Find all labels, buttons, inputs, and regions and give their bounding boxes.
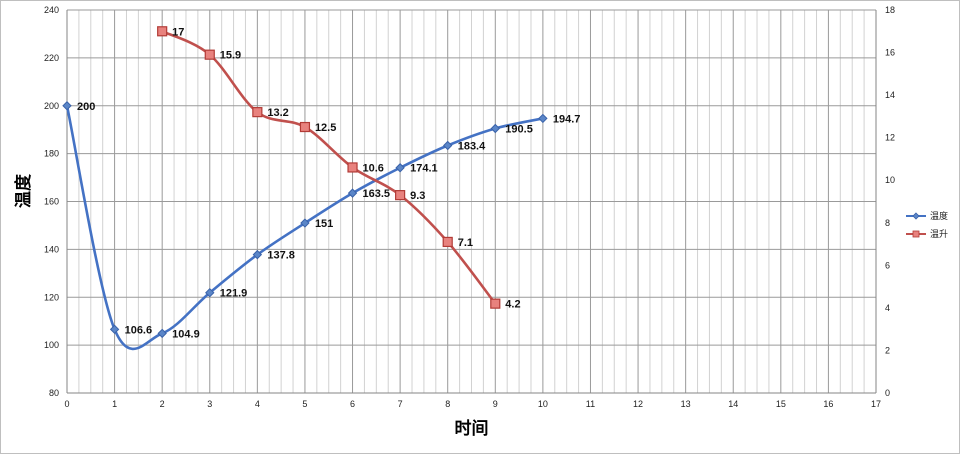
legend-label: 温升 [930,229,948,240]
data-point-marker [538,113,548,124]
x-tick-label: 1 [112,399,117,409]
data-label: 15.9 [220,50,241,62]
data-point-marker [204,49,215,60]
x-tick-label: 9 [493,399,498,409]
data-point-marker [347,162,358,173]
data-label: 104.9 [172,328,200,340]
y-tick-label: 120 [44,292,59,302]
x-tick-label: 10 [538,399,548,409]
data-label: 174.1 [410,163,438,175]
legend-marker [912,230,920,238]
y2-tick-label: 6 [885,260,890,270]
data-point-marker [490,298,501,309]
data-label: 17 [172,26,184,38]
data-point-marker [252,249,263,260]
data-point-marker [157,328,167,339]
data-labels: 200 106.6 104.9 121.9 137.8 151 163.5 174.1 183.… [77,26,580,340]
x-tick-label: 12 [633,399,643,409]
data-label: 106.6 [125,324,153,336]
axes [66,10,877,394]
x-tick-label: 8 [445,399,450,409]
data-point-marker [300,218,310,228]
data-label: 194.7 [553,113,581,125]
x-tick-label: 14 [728,399,738,409]
legend-marker [912,212,920,220]
data-point-marker [62,101,72,111]
data-label: 13.2 [267,107,288,119]
data-label: 183.4 [458,140,486,152]
y2-tick-label: 12 [885,133,895,143]
y-tick-label: 100 [44,340,59,350]
data-point-marker [205,287,215,298]
x-tick-label: 3 [207,399,212,409]
legend-label: 温度 [930,210,948,222]
data-label: 12.5 [315,122,336,134]
data-label: 4.2 [505,299,520,311]
y-tick-label: 200 [44,101,59,111]
x-tick-label: 7 [398,399,403,409]
x-tick-label: 15 [776,399,786,409]
data-label: 200 [77,101,95,113]
data-label: 121.9 [220,288,248,300]
y-tick-label: 80 [49,388,59,398]
data-label: 137.8 [267,250,295,262]
x-tick-label: 13 [681,399,691,409]
data-label: 9.3 [410,190,425,202]
data-label: 10.6 [363,162,384,174]
series-layer [62,26,548,351]
data-point-marker [299,121,311,133]
data-point-marker [109,324,120,335]
x-tick-label: 16 [823,399,833,409]
y-tick-label: 240 [44,5,59,15]
data-point-marker [395,190,406,201]
x-tick-label: 4 [255,399,260,409]
y2-tick-label: 4 [885,303,890,313]
data-point-marker [442,140,453,151]
data-point-marker [395,163,405,173]
y2-tick-label: 2 [885,345,890,355]
tick-labels: 0 1 2 3 4 5 6 7 8 9 10 11 12 13 14 15 16 1780100120140160… [44,5,895,409]
x-axis-title: 时间 [455,418,489,439]
data-point-marker [347,188,358,198]
data-label: 7.1 [458,237,473,249]
y2-tick-label: 14 [885,90,895,100]
y2-tick-label: 8 [885,218,890,228]
x-tick-label: 17 [871,399,881,409]
x-tick-label: 11 [586,399,595,409]
y2-tick-label: 18 [885,5,895,15]
y2-tick-label: 0 [885,388,890,398]
data-label: 163.5 [363,188,391,200]
y-tick-label: 140 [44,244,59,254]
y2-tick-label: 10 [885,175,895,185]
x-tick-label: 6 [350,399,355,409]
data-point-marker [157,26,168,37]
data-label: 190.5 [505,123,533,135]
y-tick-label: 180 [44,149,59,159]
y-tick-label: 160 [44,197,59,207]
y-tick-label: 220 [44,53,59,63]
x-tick-label: 2 [160,399,165,409]
y-axis-title: 温度 [13,173,34,208]
data-point-marker [490,123,501,134]
data-point-marker [442,236,453,248]
data-point-marker [252,107,263,118]
x-tick-label: 0 [64,399,69,409]
x-tick-label: 5 [302,399,307,409]
data-label: 151 [315,218,333,230]
y2-tick-label: 16 [885,48,895,58]
